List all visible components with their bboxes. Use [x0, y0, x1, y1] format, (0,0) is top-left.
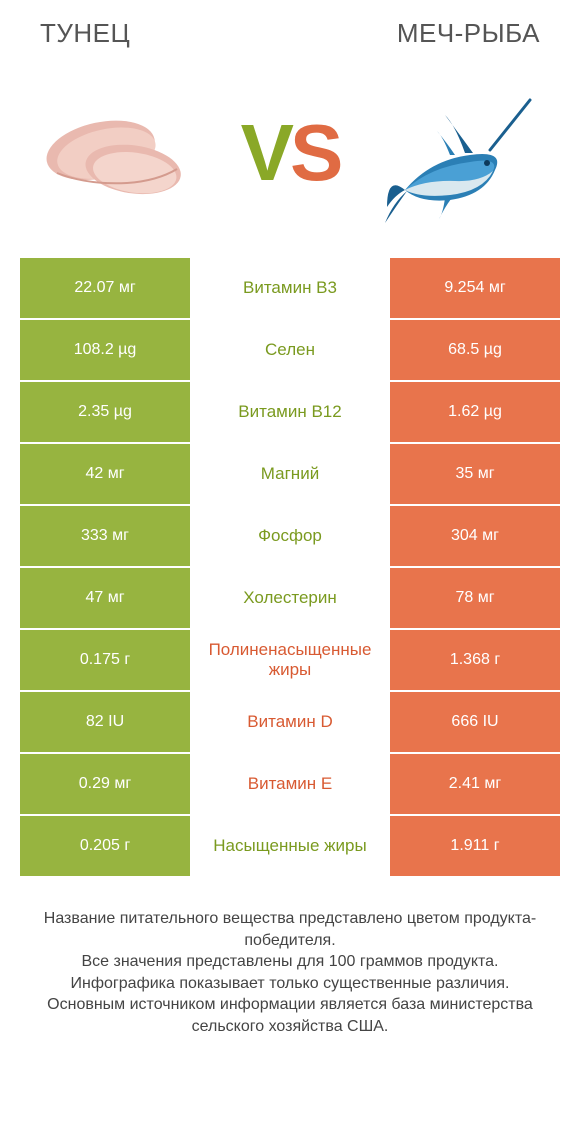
left-value: 82 IU: [20, 692, 190, 752]
left-product-title: ТУНЕЦ: [40, 18, 130, 49]
right-value: 1.368 г: [390, 630, 560, 690]
right-value: 78 мг: [390, 568, 560, 628]
footer-line: Название питательного вещества представл…: [24, 908, 556, 951]
footer-line: Все значения представлены для 100 граммо…: [24, 951, 556, 973]
images-row: VS: [0, 57, 580, 258]
table-row: 0.175 гПолиненасыщенные жиры1.368 г: [20, 630, 560, 692]
nutrient-label: Магний: [190, 444, 390, 504]
right-product-title: МЕЧ-РЫБА: [397, 18, 540, 49]
footer-line: Инфографика показывает только существенн…: [24, 973, 556, 995]
left-value: 22.07 мг: [20, 258, 190, 318]
comparison-table: 22.07 мгВитамин B39.254 мг108.2 µgСелен6…: [0, 258, 580, 878]
nutrient-label: Фосфор: [190, 506, 390, 566]
table-row: 108.2 µgСелен68.5 µg: [20, 320, 560, 382]
nutrient-label: Холестерин: [190, 568, 390, 628]
right-value: 35 мг: [390, 444, 560, 504]
right-value: 68.5 µg: [390, 320, 560, 380]
right-value: 666 IU: [390, 692, 560, 752]
right-value: 1.911 г: [390, 816, 560, 876]
table-row: 0.29 мгВитамин E2.41 мг: [20, 754, 560, 816]
vs-label: VS: [241, 107, 340, 199]
right-value: 304 мг: [390, 506, 560, 566]
table-row: 47 мгХолестерин78 мг: [20, 568, 560, 630]
vs-s: S: [290, 108, 339, 197]
nutrient-label: Полиненасыщенные жиры: [190, 630, 390, 690]
nutrient-label: Насыщенные жиры: [190, 816, 390, 876]
left-value: 0.29 мг: [20, 754, 190, 814]
table-row: 42 мгМагний35 мг: [20, 444, 560, 506]
table-row: 82 IUВитамин D666 IU: [20, 692, 560, 754]
left-value: 333 мг: [20, 506, 190, 566]
nutrient-label: Селен: [190, 320, 390, 380]
nutrient-label: Витамин B12: [190, 382, 390, 442]
right-value: 1.62 µg: [390, 382, 560, 442]
table-row: 2.35 µgВитамин B121.62 µg: [20, 382, 560, 444]
left-value: 42 мг: [20, 444, 190, 504]
left-value: 0.205 г: [20, 816, 190, 876]
left-value: 2.35 µg: [20, 382, 190, 442]
nutrient-label: Витамин D: [190, 692, 390, 752]
header: ТУНЕЦ МЕЧ-РЫБА: [0, 0, 580, 57]
right-value: 9.254 мг: [390, 258, 560, 318]
footer-line: Основным источником информации является …: [24, 994, 556, 1037]
swordfish-image: [375, 65, 550, 240]
tuna-image: [30, 65, 205, 240]
right-value: 2.41 мг: [390, 754, 560, 814]
nutrient-label: Витамин E: [190, 754, 390, 814]
vs-v: V: [241, 108, 290, 197]
table-row: 22.07 мгВитамин B39.254 мг: [20, 258, 560, 320]
nutrient-label: Витамин B3: [190, 258, 390, 318]
left-value: 108.2 µg: [20, 320, 190, 380]
table-row: 333 мгФосфор304 мг: [20, 506, 560, 568]
table-row: 0.205 гНасыщенные жиры1.911 г: [20, 816, 560, 878]
left-value: 47 мг: [20, 568, 190, 628]
footer-notes: Название питательного вещества представл…: [0, 878, 580, 1038]
left-value: 0.175 г: [20, 630, 190, 690]
